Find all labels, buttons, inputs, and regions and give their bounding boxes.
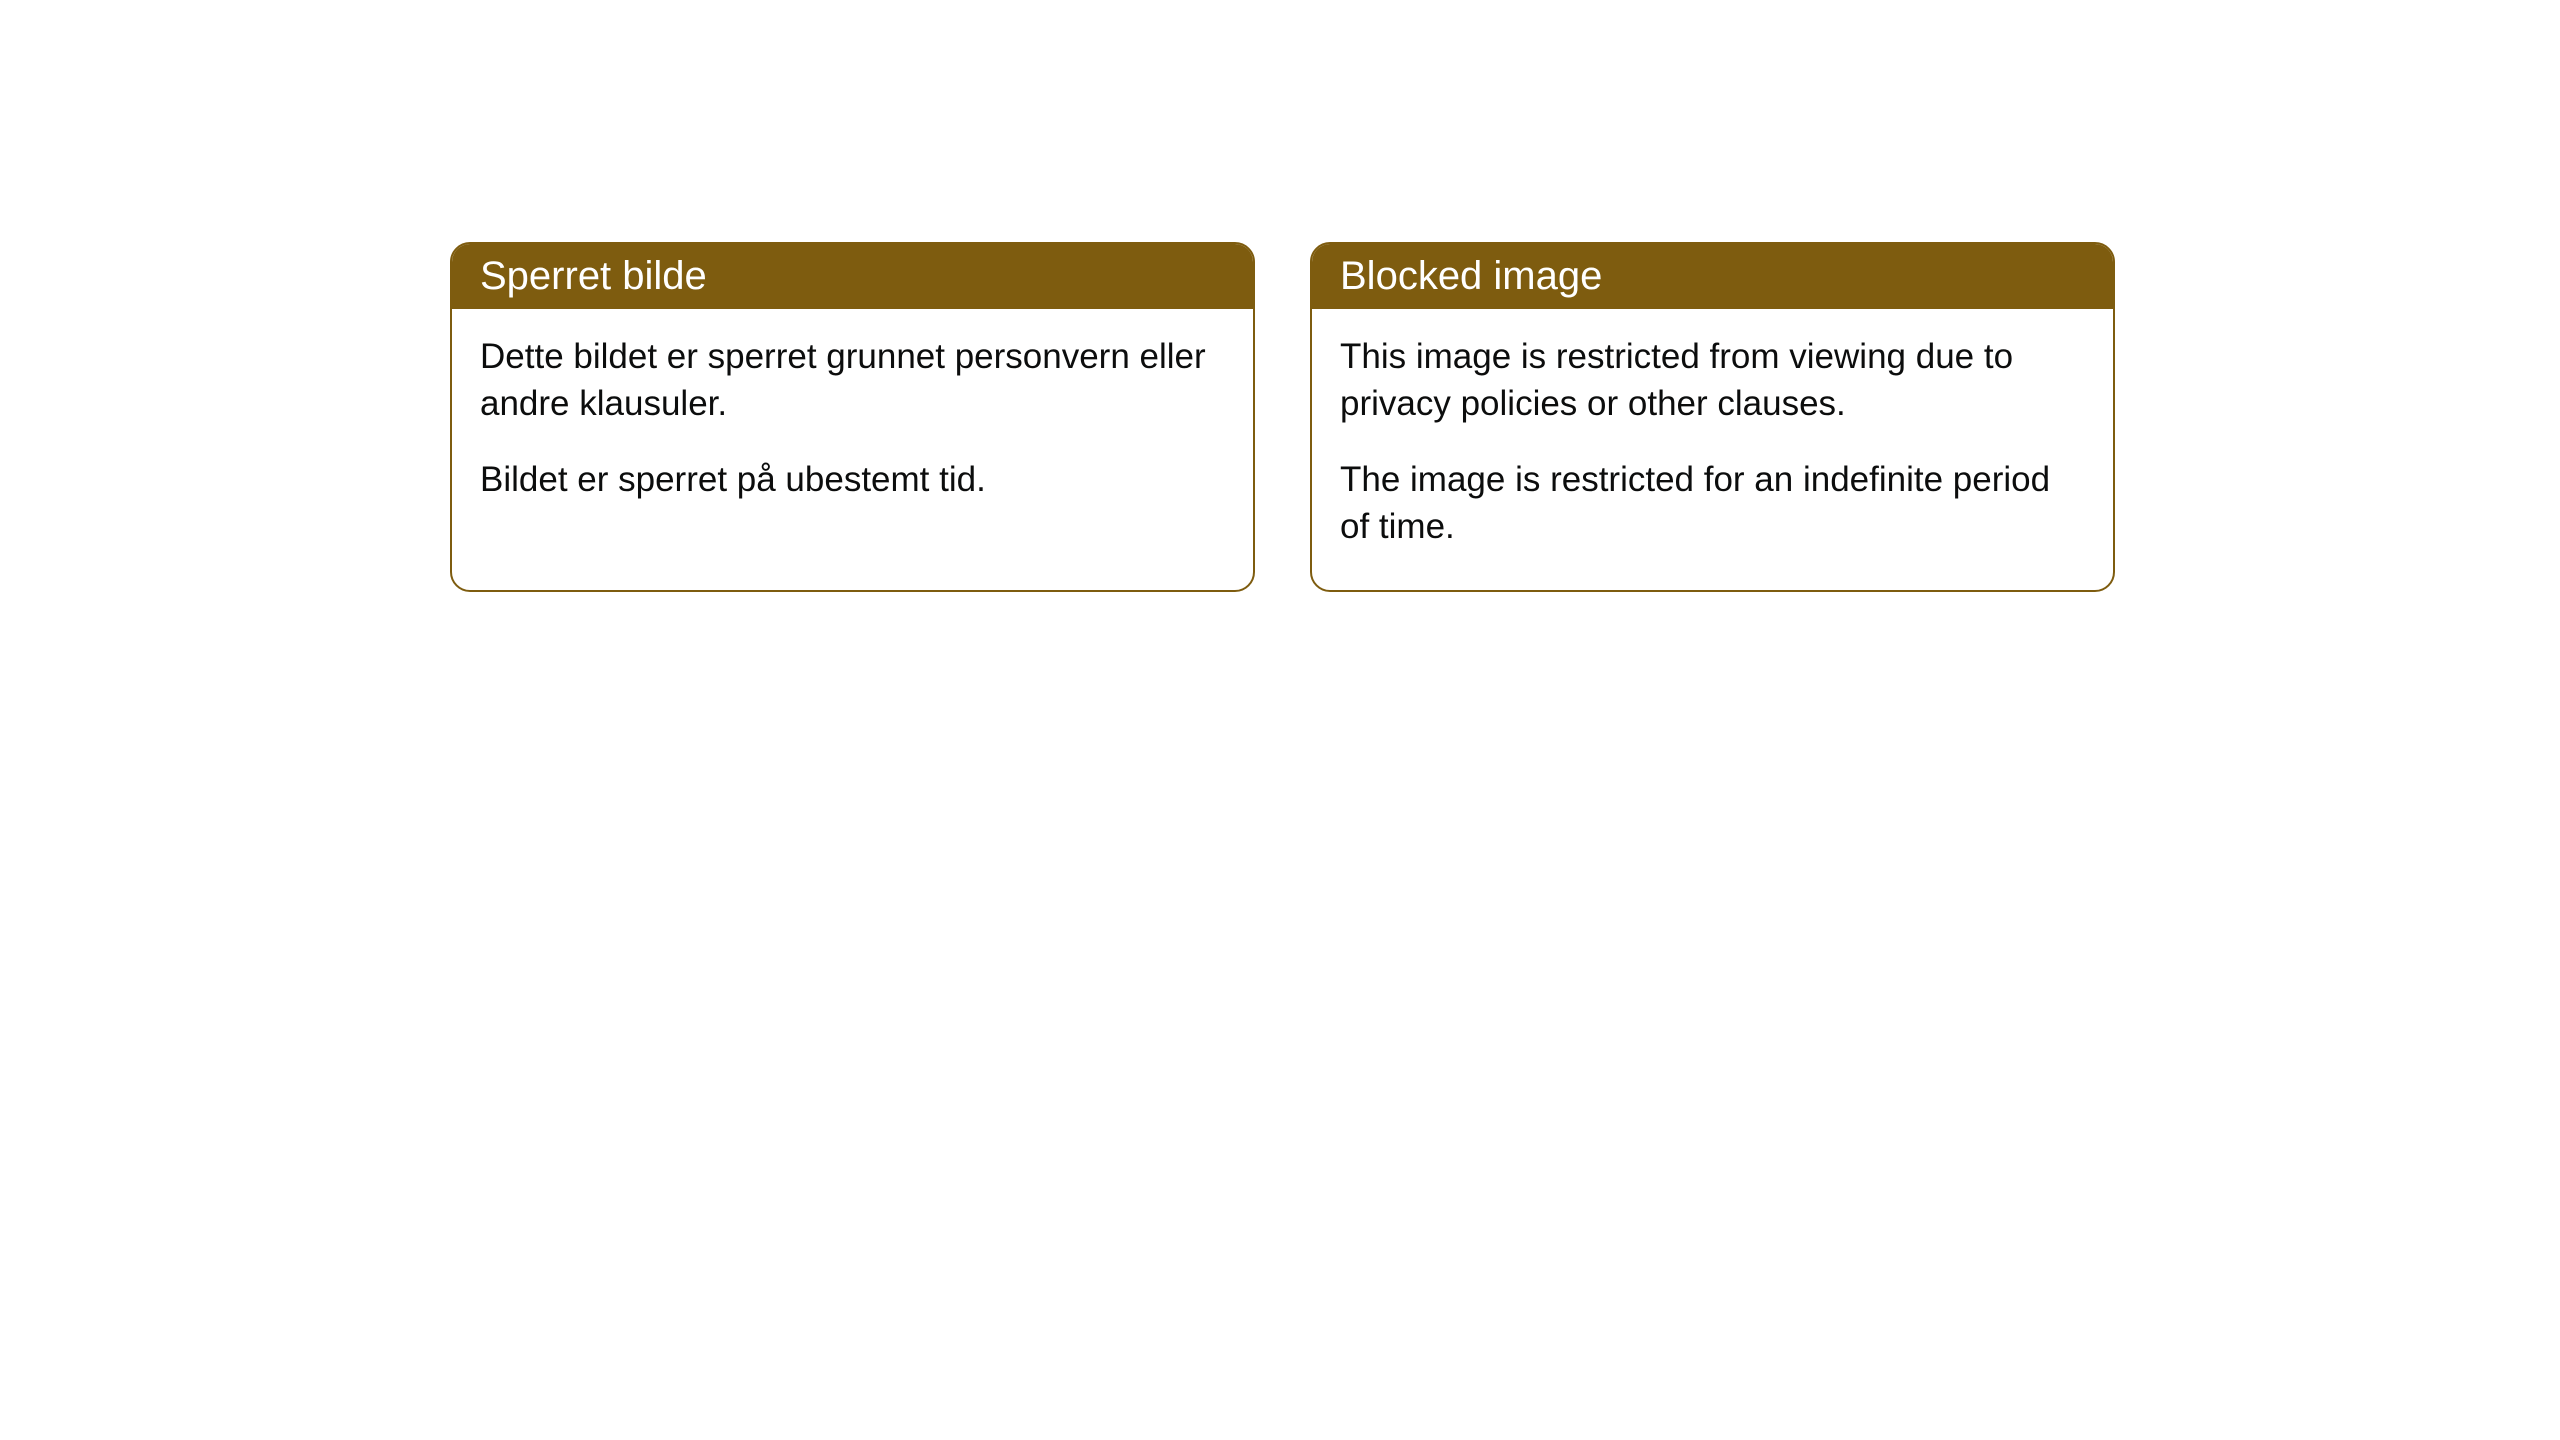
card-title: Blocked image bbox=[1340, 254, 1602, 298]
card-paragraph: The image is restricted for an indefinit… bbox=[1340, 456, 2085, 551]
notice-cards-container: Sperret bilde Dette bildet er sperret gr… bbox=[450, 242, 2115, 592]
card-paragraph: Bildet er sperret på ubestemt tid. bbox=[480, 456, 1225, 503]
card-title: Sperret bilde bbox=[480, 254, 707, 298]
card-header-norwegian: Sperret bilde bbox=[452, 244, 1253, 309]
card-body-english: This image is restricted from viewing du… bbox=[1312, 309, 2113, 590]
notice-card-norwegian: Sperret bilde Dette bildet er sperret gr… bbox=[450, 242, 1255, 592]
card-body-norwegian: Dette bildet er sperret grunnet personve… bbox=[452, 309, 1253, 543]
notice-card-english: Blocked image This image is restricted f… bbox=[1310, 242, 2115, 592]
card-paragraph: Dette bildet er sperret grunnet personve… bbox=[480, 333, 1225, 428]
card-header-english: Blocked image bbox=[1312, 244, 2113, 309]
card-paragraph: This image is restricted from viewing du… bbox=[1340, 333, 2085, 428]
